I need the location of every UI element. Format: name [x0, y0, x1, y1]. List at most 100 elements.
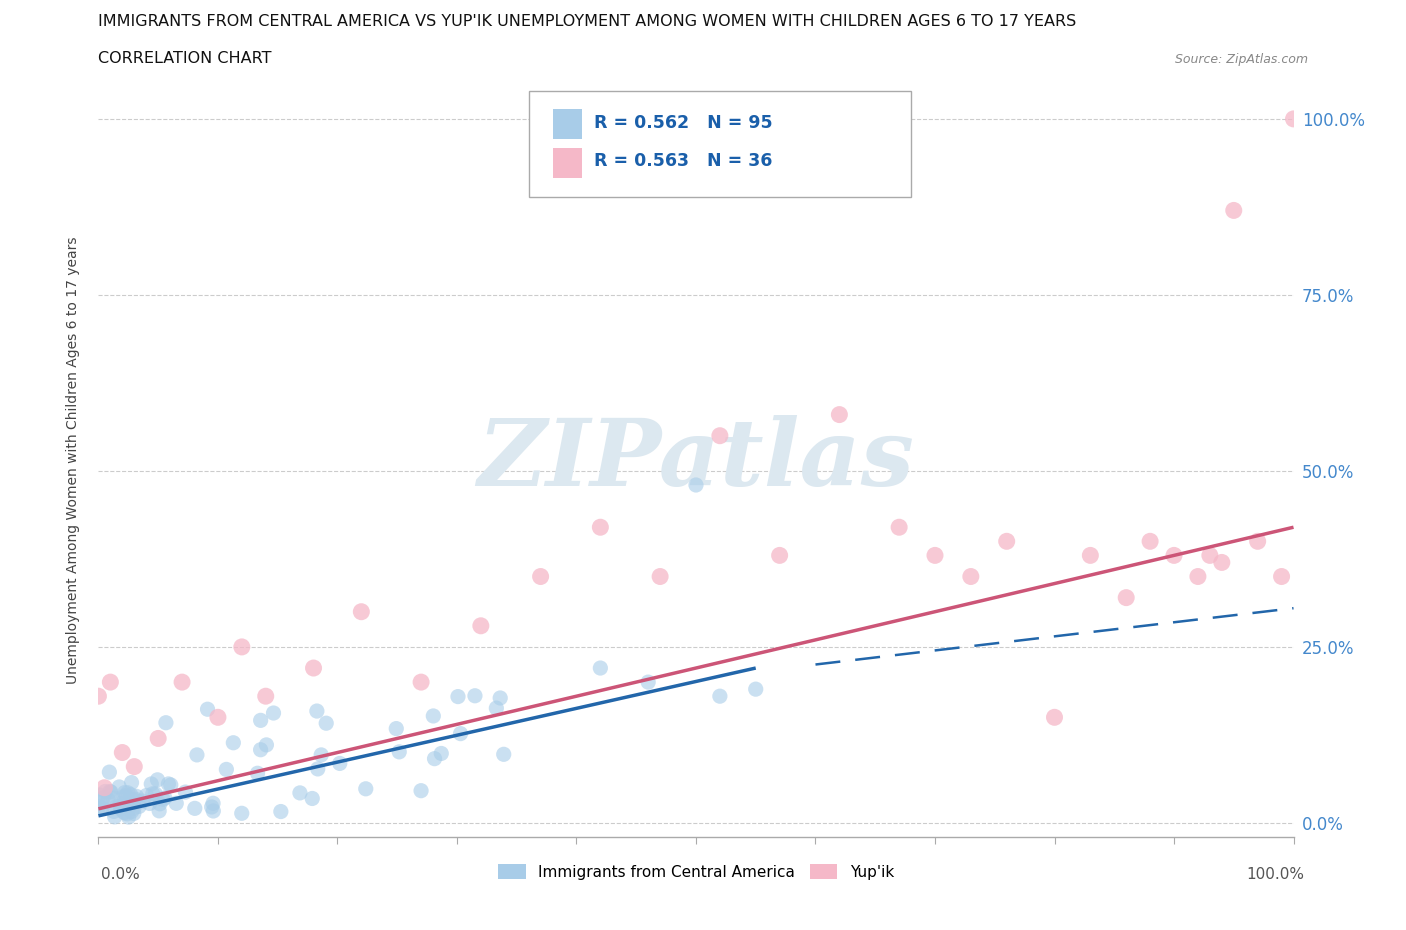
Point [447, 689, 470, 704]
Text: R = 0.563   N = 36: R = 0.563 N = 36 [595, 153, 773, 170]
Point [1247, 534, 1270, 549]
Point [145, 787, 167, 802]
Point [768, 548, 790, 563]
Text: Source: ZipAtlas.com: Source: ZipAtlas.com [1174, 53, 1308, 66]
Point [329, 756, 352, 771]
Point [165, 796, 187, 811]
Point [91, 801, 114, 816]
Point [105, 799, 128, 814]
Point [110, 801, 132, 816]
Point [995, 534, 1018, 549]
Point [108, 779, 131, 794]
Point [589, 660, 612, 675]
Point [103, 804, 125, 818]
Point [114, 785, 136, 800]
Point [307, 762, 329, 777]
Point [98, 784, 121, 799]
Text: 100.0%: 100.0% [1247, 867, 1305, 882]
Point [422, 709, 444, 724]
Point [530, 569, 553, 584]
Point [104, 809, 127, 824]
Point [138, 796, 160, 811]
Point [709, 689, 731, 704]
Point [302, 660, 325, 675]
Point [89, 788, 111, 803]
Point [288, 786, 311, 801]
Point [889, 520, 911, 535]
Point [309, 748, 332, 763]
Point [637, 674, 659, 689]
Point [125, 789, 148, 804]
Point [172, 674, 194, 689]
Point [1199, 548, 1222, 563]
Point [411, 674, 433, 689]
Point [1080, 548, 1102, 563]
Point [112, 804, 135, 819]
Point [470, 618, 492, 633]
Point [122, 806, 145, 821]
Text: 0.0%: 0.0% [101, 867, 141, 882]
Point [202, 804, 225, 818]
Point [254, 689, 277, 704]
Point [97, 792, 120, 807]
Point [1163, 548, 1185, 563]
Point [201, 800, 224, 815]
Point [489, 691, 512, 706]
Text: CORRELATION CHART: CORRELATION CHART [98, 51, 271, 66]
Point [648, 569, 672, 584]
Point [100, 785, 122, 800]
Point [246, 765, 269, 780]
Point [828, 407, 851, 422]
Point [122, 792, 145, 807]
Point [231, 806, 253, 821]
Point [492, 747, 515, 762]
Point [157, 777, 180, 791]
Point [430, 746, 453, 761]
Point [121, 776, 143, 790]
Point [924, 548, 946, 563]
Point [111, 745, 134, 760]
Point [1211, 555, 1233, 570]
Point [301, 791, 323, 806]
Point [112, 789, 135, 804]
Point [149, 796, 172, 811]
Point [148, 731, 170, 746]
Point [215, 762, 238, 777]
Point [128, 799, 150, 814]
Point [115, 789, 138, 804]
Point [450, 726, 472, 741]
Point [103, 790, 125, 805]
Point [960, 569, 983, 584]
Point [142, 786, 165, 801]
Point [87, 800, 110, 815]
Point [124, 759, 146, 774]
Point [135, 788, 157, 803]
Point [263, 706, 285, 721]
Point [745, 682, 768, 697]
Point [270, 804, 292, 819]
Point [231, 640, 253, 655]
FancyBboxPatch shape [529, 91, 911, 197]
Point [110, 799, 132, 814]
Point [464, 688, 486, 703]
Point [155, 715, 177, 730]
Point [184, 801, 207, 816]
Point [485, 700, 508, 715]
Point [159, 777, 181, 792]
Point [709, 429, 731, 444]
Point [121, 804, 143, 819]
Point [117, 810, 139, 825]
Point [131, 793, 153, 808]
Point [118, 798, 141, 813]
Text: R = 0.562   N = 95: R = 0.562 N = 95 [595, 113, 773, 132]
Point [174, 785, 197, 800]
Point [1282, 112, 1305, 126]
FancyBboxPatch shape [553, 148, 582, 178]
Point [90, 794, 112, 809]
Point [115, 806, 138, 821]
Point [117, 798, 139, 813]
Point [1115, 591, 1137, 605]
Point [315, 716, 337, 731]
Point [141, 777, 163, 791]
Point [122, 801, 145, 816]
